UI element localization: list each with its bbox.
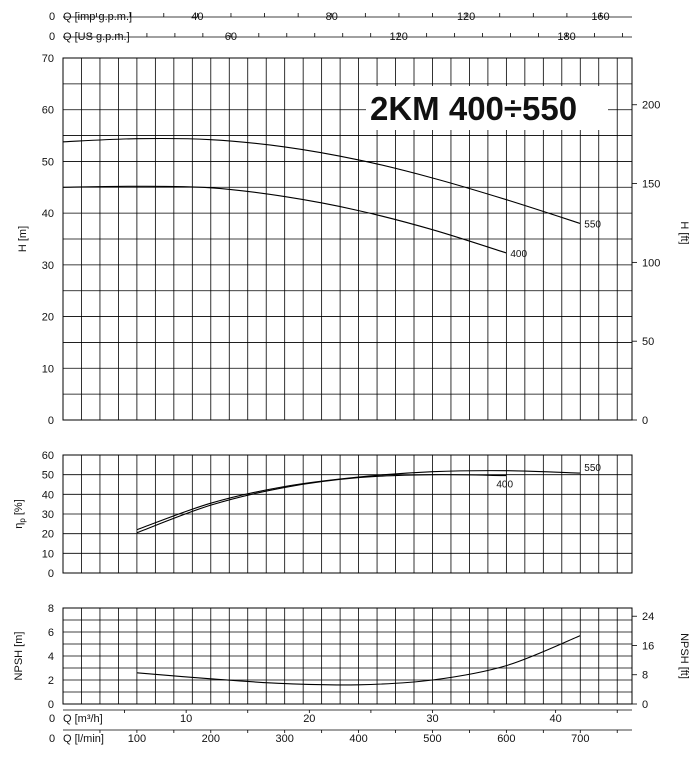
lmin-tick-label: 500 — [423, 733, 441, 745]
head-left-tick-label: 20 — [42, 312, 54, 324]
eff-curve-550 — [136, 470, 581, 531]
head-left-tick-label: 30 — [42, 260, 54, 272]
head-left-tick-label: 50 — [42, 156, 54, 168]
head-left-tick-label: 60 — [42, 105, 54, 117]
npsh-right-tick-label: 8 — [642, 670, 648, 682]
m3h-tick-label: 10 — [180, 713, 192, 725]
npsh-right-tick-label: 24 — [642, 611, 654, 623]
lmin-tick-label: 400 — [349, 733, 367, 745]
eff-axis-label: ηp [%] — [13, 499, 27, 529]
head-right-tick-label: 100 — [642, 257, 660, 269]
us-gpm-axis-label: Q [US g.p.m.] — [63, 31, 130, 43]
head-curve-400 — [62, 185, 507, 254]
lmin-tick-label: 100 — [128, 733, 146, 745]
head-curve-550 — [62, 137, 581, 225]
npsh-left-tick-label: 6 — [48, 627, 54, 639]
npsh-right-tick-label: 0 — [642, 699, 648, 711]
eff-left-tick-label: 0 — [48, 568, 54, 580]
head-left-tick-label: 40 — [42, 208, 54, 220]
head-right-axis-label: H [ft] — [678, 221, 690, 244]
m3h-tick-label: 20 — [303, 713, 315, 725]
eff-curve-400 — [136, 474, 507, 534]
head-left-tick-label: 70 — [42, 53, 54, 65]
npsh-left-tick-label: 2 — [48, 675, 54, 687]
eff-left-tick-label: 20 — [42, 529, 54, 541]
head-curve-label-550: 550 — [584, 219, 601, 230]
eff-left-tick-label: 10 — [42, 548, 54, 560]
npsh-panel-frame — [62, 607, 633, 705]
npsh-left-tick-label: 4 — [48, 651, 54, 663]
imp-gpm-axis-label: Q [imp g.p.m.] — [63, 11, 132, 23]
lmin-zero-tick: 0 — [49, 733, 55, 745]
npsh-right-tick-label: 16 — [642, 640, 654, 652]
eff-left-tick-label: 30 — [42, 509, 54, 521]
eff-panel-frame — [62, 454, 633, 574]
head-curve-label-400: 400 — [510, 249, 527, 260]
m3h-zero-tick: 0 — [49, 713, 55, 725]
head-left-axis-label: H [m] — [17, 226, 29, 252]
m3h-tick-label: 40 — [550, 713, 562, 725]
eff-left-tick-label: 40 — [42, 489, 54, 501]
lmin-tick-label: 200 — [202, 733, 220, 745]
npsh-curve — [136, 635, 581, 686]
lmin-tick-label: 700 — [571, 733, 589, 745]
eff-left-tick-label: 50 — [42, 470, 54, 482]
head-right-tick-label: 50 — [642, 336, 654, 348]
m3h-axis-label: Q [m³/h] — [63, 713, 103, 725]
lmin-tick-label: 300 — [276, 733, 294, 745]
eff-left-tick-label: 60 — [42, 450, 54, 462]
chart-title: 2KM 400÷550 — [370, 90, 577, 127]
npsh-left-axis-label: NPSH [m] — [13, 632, 25, 681]
head-right-tick-label: 150 — [642, 179, 660, 191]
m3h-tick-label: 30 — [426, 713, 438, 725]
lmin-tick-label: 600 — [497, 733, 515, 745]
head-right-tick-label: 200 — [642, 100, 660, 112]
head-left-tick-label: 10 — [42, 363, 54, 375]
npsh-left-tick-label: 0 — [48, 699, 54, 711]
npsh-right-axis-label: NPSH [ft] — [678, 633, 690, 679]
head-left-tick-label: 0 — [48, 415, 54, 427]
us-gpm-zero-tick: 0 — [49, 31, 55, 43]
chart-title-box — [366, 86, 608, 130]
eff-curve-label-550: 550 — [584, 463, 601, 474]
head-panel-frame — [62, 57, 633, 421]
eff-curve-label-400: 400 — [496, 480, 513, 491]
npsh-left-tick-label: 8 — [48, 603, 54, 615]
head-right-tick-label: 0 — [642, 415, 648, 427]
imp-gpm-zero-tick: 0 — [49, 11, 55, 23]
lmin-axis-label: Q [l/min] — [63, 733, 104, 745]
